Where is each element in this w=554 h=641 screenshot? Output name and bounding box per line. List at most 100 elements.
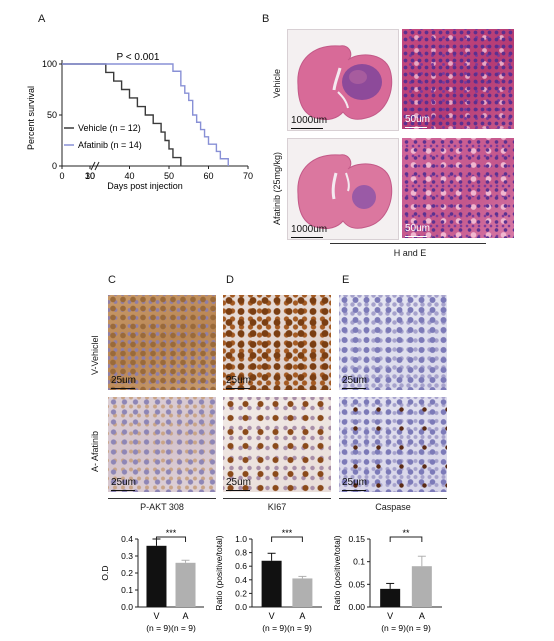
ihc-caspase-vehicle: 25um: [339, 295, 447, 390]
he-scale-label-2: 50um: [405, 114, 431, 125]
he-afatinib-whole-brain: 1000um: [287, 138, 399, 240]
bar-afatinib: [175, 562, 196, 607]
ihc-row-label-vehicle: V-Vehiclel: [90, 335, 100, 375]
he-footer-line: [330, 243, 486, 244]
bar-vehicle: [261, 560, 282, 607]
bar-ylabel: Ratio (positive/total): [214, 535, 224, 610]
bar-n-label: (n = 9)(n = 9): [381, 623, 431, 633]
survival-ylabel: Percent survival: [26, 86, 36, 150]
bar-significance-bracket: [155, 536, 187, 542]
panel-letter-c: C: [108, 274, 116, 286]
bar-n-label: (n = 9)(n = 9): [146, 623, 196, 633]
bar-category-label: A: [183, 611, 189, 621]
bar-n-label: (n = 9)(n = 9): [262, 623, 312, 633]
ihc-ki67-label: KI67: [267, 502, 287, 512]
km-xtick-label: 0: [59, 171, 64, 181]
bar-ytick-label: 1.0: [235, 534, 247, 544]
he-scale-bar-4: [405, 235, 427, 237]
km-series-vehicle: [62, 63, 182, 166]
bar-vehicle: [146, 545, 167, 607]
bar-category-label: V: [153, 611, 159, 621]
bar-ytick-label: 0.4: [121, 534, 133, 544]
he-afatinib-zoom: 50um: [402, 138, 514, 238]
he-scale-bar-1: [291, 127, 323, 129]
he-footer-label: H and E: [393, 248, 427, 258]
km-xtick-label: 10: [85, 171, 95, 181]
bar-ytick-label: 0.1: [121, 585, 133, 595]
legend-afatinib-label: Afatinib (n = 14): [78, 140, 142, 150]
ihc-akt-afatinib: 25um: [108, 397, 216, 492]
km-axis-break-mark: [90, 161, 96, 171]
bar-ytick-label: 0.2: [121, 568, 133, 578]
he-vehicle-whole-brain: 1000um: [287, 29, 399, 131]
bar-ytick-label: 0.2: [235, 588, 247, 598]
bar-category-label: A: [419, 611, 425, 621]
bar-ytick-label: 0.8: [235, 548, 247, 558]
bar-ytick-label: 0.05: [348, 579, 365, 589]
panel-letter-d: D: [226, 274, 234, 286]
ihc-scale-label-6: 25um: [342, 477, 368, 488]
ihc-scale-bar-5: [342, 387, 366, 389]
ihc-scale-bar-6: [342, 489, 366, 491]
ihc-scale-bar-3: [226, 387, 250, 389]
km-ytick-label: 100: [42, 59, 57, 69]
panel-letter-a: A: [38, 13, 46, 25]
ihc-akt-vehicle: 25um: [108, 295, 216, 390]
ihc-caspase-footer-line: [339, 498, 447, 499]
ihc-caspase-label: Caspase: [375, 502, 411, 512]
bar-category-label: V: [269, 611, 275, 621]
bar-significance-bracket: [271, 536, 303, 542]
bar-ytick-label: 0.3: [121, 551, 133, 561]
ihc-ki67-footer-line: [223, 498, 331, 499]
he-scale-bar-3: [291, 236, 323, 238]
ihc-akt-label: P-AKT 308: [140, 502, 184, 512]
km-xtick-label: 50: [164, 171, 174, 181]
survival-pvalue: P < 0.001: [117, 52, 160, 63]
ihc-caspase-afatinib: 25um: [339, 397, 447, 492]
ihc-ki67-afatinib: 25um: [223, 397, 331, 492]
bar-ytick-label: 0.00: [348, 602, 365, 612]
bar-chart-akt: 0.0 0.1 0.2 0.3 0.4 O.D V A *** (n = 9)(n = 9): [100, 528, 204, 633]
bar-category-label: A: [299, 611, 305, 621]
bar-ytick-label: 0.6: [235, 561, 247, 571]
ihc-scale-bar-2: [111, 489, 135, 491]
km-xtick-label: 70: [243, 171, 253, 181]
he-scale-bar-2: [405, 126, 427, 128]
survival-xlabel: Days post injection: [107, 181, 183, 191]
ihc-scale-label-2: 25um: [111, 477, 137, 488]
bar-ytick-label: 0.0: [235, 602, 247, 612]
km-series-afatinib: [62, 63, 229, 166]
panel-letter-b: B: [262, 13, 270, 25]
ihc-scale-label-3: 25um: [226, 375, 252, 386]
ihc-scale-label-5: 25um: [342, 375, 368, 386]
km-axis-break-mark: [94, 161, 100, 171]
bar-vehicle: [380, 588, 401, 607]
ihc-ki67-vehicle: 25um: [223, 295, 331, 390]
he-scale-label-3: 1000um: [291, 224, 328, 235]
bar-chart-ki67: 0.0 0.2 0.4 0.6 0.8 1.0 Ratio (positive/total)…: [214, 528, 322, 633]
bar-ylabel: Ratio (positive/total): [332, 535, 342, 610]
he-row-label-afatinib: Afatinib (25mg/kg): [272, 151, 282, 225]
brain-section-image: [297, 45, 393, 121]
km-xtick-label: 60: [203, 171, 213, 181]
bar-chart-caspase: 0.00 0.05 0.1 0.15 Ratio (positive/total) V A *…: [332, 528, 442, 633]
he-vehicle-zoom: 50um: [402, 29, 514, 129]
bar-afatinib: [292, 578, 313, 607]
km-ytick-label: 0: [52, 161, 57, 171]
he-scale-label-4: 50um: [405, 223, 431, 234]
bar-significance-label: **: [402, 528, 410, 538]
he-scale-label-1: 1000um: [291, 115, 328, 126]
ihc-scale-bar-1: [111, 387, 135, 389]
ihc-row-label-afatinib: A- Afatinib: [90, 430, 100, 472]
ihc-scale-label-4: 25um: [226, 477, 252, 488]
bar-ytick-label: 0.0: [121, 602, 133, 612]
bar-ytick-label: 0.15: [348, 534, 365, 544]
bar-significance-label: ***: [282, 528, 293, 538]
bar-ylabel: O.D: [100, 565, 110, 580]
bar-ytick-label: 0.1: [353, 557, 365, 567]
survival-legend: Vehicle (n = 12) Afatinib (n = 14): [64, 123, 142, 150]
bar-significance-label: ***: [166, 528, 177, 538]
legend-vehicle-label: Vehicle (n = 12): [78, 123, 141, 133]
ihc-scale-label-1: 25um: [111, 375, 137, 386]
km-ytick-label: 50: [47, 110, 57, 120]
